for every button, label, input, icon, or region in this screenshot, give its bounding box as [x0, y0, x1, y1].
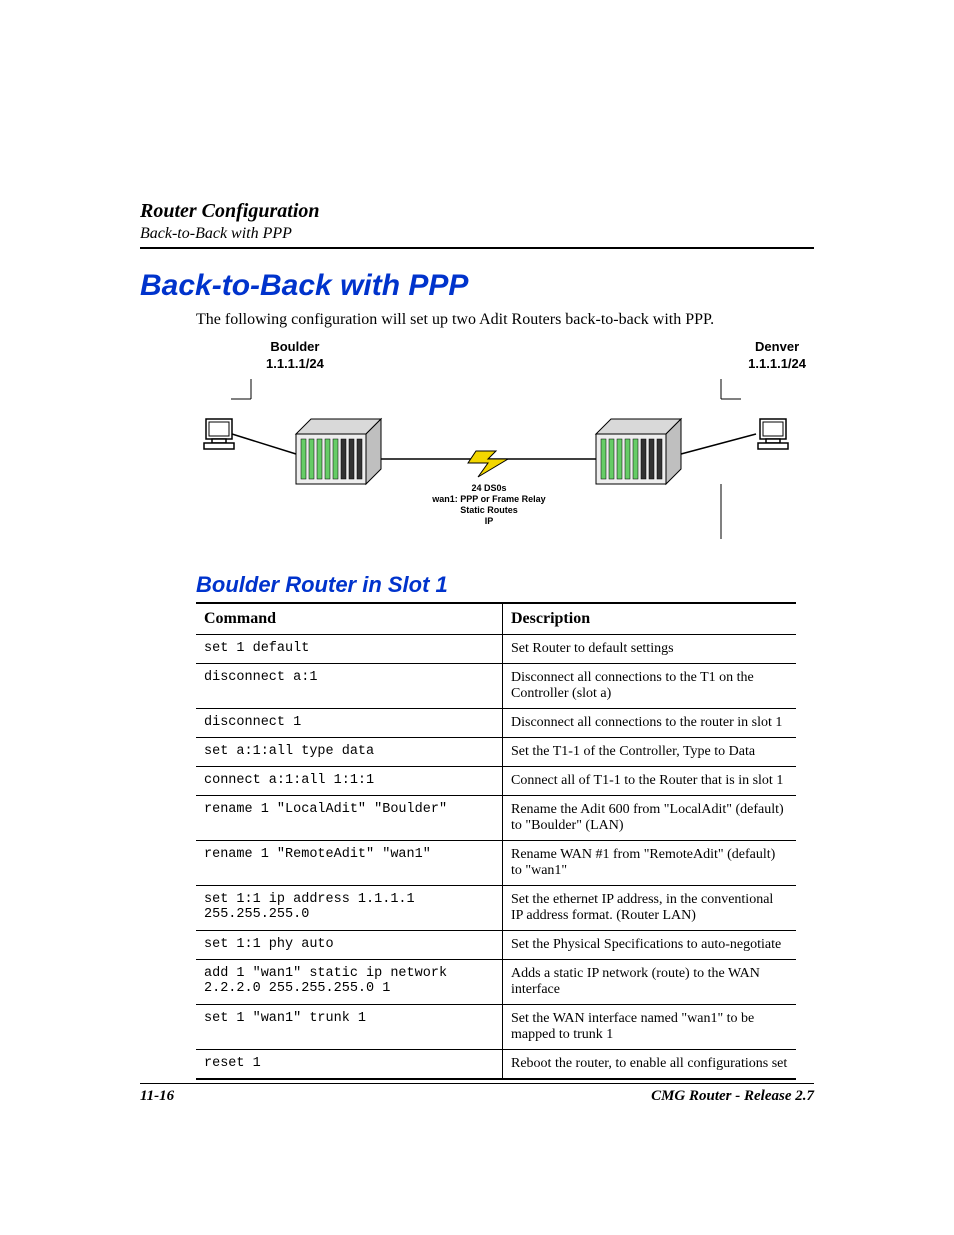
description-cell: Disconnect all connections to the T1 on …	[503, 663, 797, 708]
svg-text:wan1: PPP or Frame Relay: wan1: PPP or Frame Relay	[431, 494, 545, 504]
col-header-description: Description	[503, 603, 797, 635]
table-row: rename 1 "LocalAdit" "Boulder"Rename the…	[196, 795, 796, 840]
description-cell: Reboot the router, to enable all configu…	[503, 1049, 797, 1079]
svg-text:IP: IP	[485, 516, 494, 526]
command-cell: disconnect 1	[196, 708, 503, 737]
svg-text:24 DS0s: 24 DS0s	[471, 483, 506, 493]
table-row: set 1:1 phy autoSet the Physical Specifi…	[196, 930, 796, 959]
header-rule	[140, 247, 814, 249]
right-router-ip: 1.1.1.1/24	[748, 356, 806, 371]
command-cell: rename 1 "RemoteAdit" "wan1"	[196, 840, 503, 885]
command-cell: add 1 "wan1" static ip network 2.2.2.0 2…	[196, 959, 503, 1004]
doc-title: CMG Router - Release 2.7	[651, 1088, 814, 1105]
table-row: set a:1:all type dataSet the T1-1 of the…	[196, 737, 796, 766]
table-row: set 1:1 ip address 1.1.1.1 255.255.255.0…	[196, 885, 796, 930]
left-router-name: Boulder	[270, 339, 319, 354]
right-router-label: Denver 1.1.1.1/24	[748, 339, 806, 373]
table-row: connect a:1:all 1:1:1Connect all of T1-1…	[196, 766, 796, 795]
page: Router Configuration Back-to-Back with P…	[0, 0, 954, 1235]
left-router-label: Boulder 1.1.1.1/24	[266, 339, 324, 373]
description-cell: Set the T1-1 of the Controller, Type to …	[503, 737, 797, 766]
main-heading: Back-to-Back with PPP	[140, 269, 814, 303]
command-cell: rename 1 "LocalAdit" "Boulder"	[196, 795, 503, 840]
command-table: Command Description set 1 defaultSet Rou…	[196, 602, 796, 1080]
footer-line: 11-16 CMG Router - Release 2.7	[140, 1088, 814, 1105]
page-footer: 11-16 CMG Router - Release 2.7	[140, 1083, 814, 1105]
description-cell: Rename the Adit 600 from "LocalAdit" (de…	[503, 795, 797, 840]
col-header-command: Command	[196, 603, 503, 635]
table-row: disconnect 1Disconnect all connections t…	[196, 708, 796, 737]
table-row: set 1 "wan1" trunk 1Set the WAN interfac…	[196, 1004, 796, 1049]
description-cell: Disconnect all connections to the router…	[503, 708, 797, 737]
header-title: Router Configuration	[140, 200, 814, 223]
running-header: Router Configuration Back-to-Back with P…	[140, 200, 814, 243]
table-row: disconnect a:1Disconnect all connections…	[196, 663, 796, 708]
intro-text: The following configuration will set up …	[196, 311, 814, 329]
right-router-name: Denver	[755, 339, 799, 354]
description-cell: Connect all of T1-1 to the Router that i…	[503, 766, 797, 795]
table-row: reset 1Reboot the router, to enable all …	[196, 1049, 796, 1079]
description-cell: Rename WAN #1 from "RemoteAdit" (default…	[503, 840, 797, 885]
command-cell: reset 1	[196, 1049, 503, 1079]
command-cell: set 1 "wan1" trunk 1	[196, 1004, 503, 1049]
command-cell: set 1:1 phy auto	[196, 930, 503, 959]
command-cell: set a:1:all type data	[196, 737, 503, 766]
footer-rule	[140, 1083, 814, 1084]
command-cell: disconnect a:1	[196, 663, 503, 708]
table-row: rename 1 "RemoteAdit" "wan1"Rename WAN #…	[196, 840, 796, 885]
table-row: set 1 defaultSet Router to default setti…	[196, 634, 796, 663]
table-row: add 1 "wan1" static ip network 2.2.2.0 2…	[196, 959, 796, 1004]
description-cell: Set the Physical Specifications to auto-…	[503, 930, 797, 959]
page-number: 11-16	[140, 1088, 174, 1105]
left-router-ip: 1.1.1.1/24	[266, 356, 324, 371]
description-cell: Set Router to default settings	[503, 634, 797, 663]
header-subtitle: Back-to-Back with PPP	[140, 225, 814, 243]
svg-text:Static Routes: Static Routes	[460, 505, 518, 515]
description-cell: Set the WAN interface named "wan1" to be…	[503, 1004, 797, 1049]
network-diagram: Boulder 1.1.1.1/24 Denver 1.1.1.1/24 24 …	[196, 339, 814, 554]
table-header-row: Command Description	[196, 603, 796, 635]
command-cell: set 1:1 ip address 1.1.1.1 255.255.255.0	[196, 885, 503, 930]
command-cell: connect a:1:all 1:1:1	[196, 766, 503, 795]
command-cell: set 1 default	[196, 634, 503, 663]
description-cell: Set the ethernet IP address, in the conv…	[503, 885, 797, 930]
description-cell: Adds a static IP network (route) to the …	[503, 959, 797, 1004]
section-heading: Boulder Router in Slot 1	[196, 572, 814, 598]
diagram-svg: 24 DS0swan1: PPP or Frame RelayStatic Ro…	[196, 379, 806, 549]
diagram-labels: Boulder 1.1.1.1/24 Denver 1.1.1.1/24	[266, 339, 806, 373]
